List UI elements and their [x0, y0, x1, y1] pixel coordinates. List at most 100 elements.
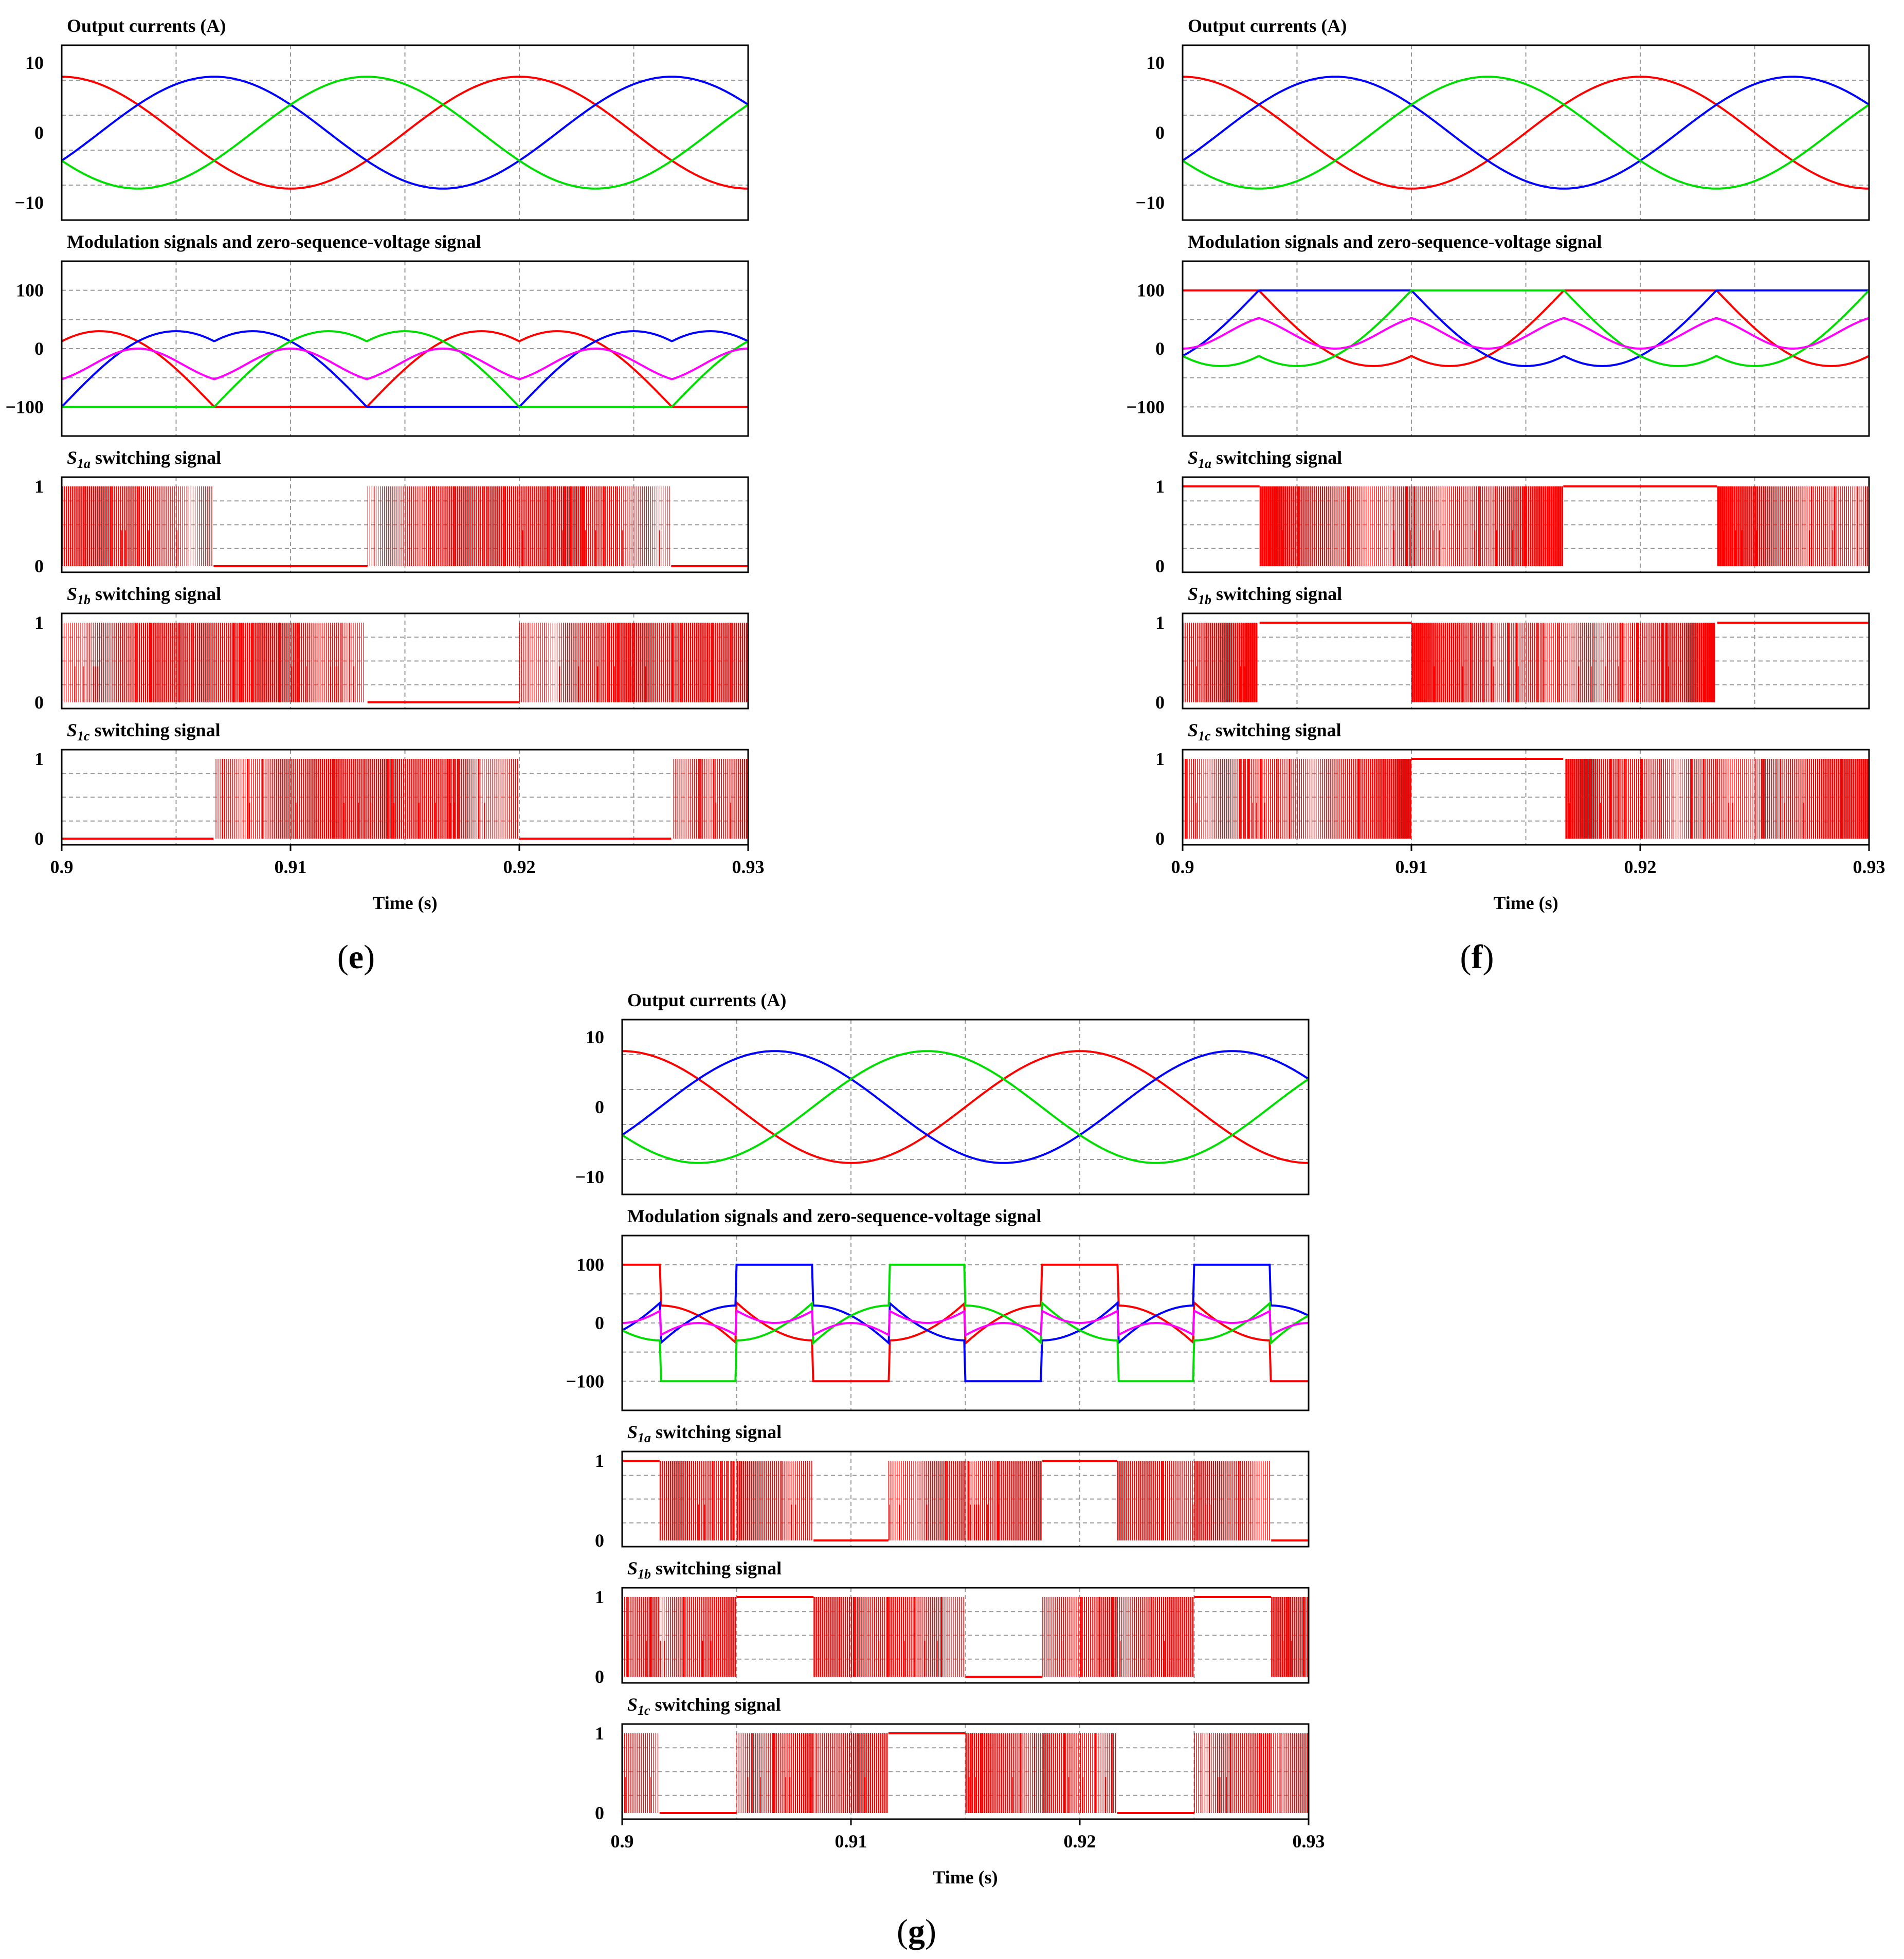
- phase-a-current-line: [1183, 76, 1869, 190]
- switching-pulse: [357, 759, 358, 839]
- switching-pulse: [442, 759, 444, 839]
- switching-pulse: [592, 486, 593, 566]
- switching-pulse: [718, 1597, 719, 1677]
- switching-pulse: [540, 623, 541, 702]
- switching-pulse: [274, 759, 275, 839]
- switching-pulse: [319, 759, 321, 839]
- switching-pulse: [1769, 759, 1770, 839]
- switching-pulse: [220, 623, 221, 702]
- switching-pulse: [1094, 1597, 1096, 1677]
- switching-pulse: [764, 1461, 765, 1540]
- switching-pulse: [726, 1461, 728, 1540]
- switching-pulse: [523, 486, 525, 566]
- x-tick-label: 0.91: [1395, 857, 1428, 877]
- switching-pulse: [1199, 759, 1200, 839]
- y-tick-label: 0: [595, 1313, 604, 1333]
- switching-pulse: [720, 1597, 721, 1677]
- switching-pulse: [1761, 759, 1763, 839]
- switching-pulse: [1607, 759, 1608, 839]
- switching-pulse: [1750, 486, 1752, 566]
- switching-pulse: [861, 1597, 863, 1677]
- switching-pulse: [1569, 759, 1572, 839]
- switching-pulse: [1476, 623, 1477, 702]
- switching-pulse: [299, 759, 300, 839]
- switching-pulse: [1492, 623, 1494, 702]
- switching-pulse: [1549, 486, 1551, 566]
- switching-pulse: [737, 759, 739, 839]
- switching-pulse: [1050, 1733, 1052, 1813]
- switching-pulse: [753, 1461, 755, 1540]
- switching-pulse: [928, 1461, 929, 1540]
- switching-pulse: [834, 1733, 836, 1813]
- switching-pulse: [1540, 623, 1542, 702]
- switching-pulse: [423, 759, 425, 839]
- switching-pulse: [1017, 1733, 1019, 1813]
- switching-pulse: [699, 1597, 701, 1677]
- switching-pulse: [1291, 486, 1293, 566]
- switching-pulse: [1686, 623, 1688, 702]
- switching-pulse: [500, 486, 502, 566]
- switching-pulse: [761, 1461, 763, 1540]
- switching-pulse: [480, 486, 481, 566]
- switching-pulse: [584, 623, 585, 702]
- switching-pulse: [243, 623, 244, 702]
- switching-pulse: [820, 1597, 821, 1677]
- switching-pulse: [1838, 759, 1840, 839]
- switching-pulse: [1792, 759, 1793, 839]
- switching-pulse: [472, 759, 473, 839]
- switching-pulse: [515, 486, 517, 566]
- switching-pulse: [211, 623, 213, 702]
- switching-pulse: [1003, 1733, 1004, 1813]
- switching-pulse: [515, 759, 516, 839]
- switching-pulse: [269, 623, 271, 702]
- switching-pulse: [1401, 759, 1403, 839]
- switching-pulse: [1126, 1597, 1127, 1677]
- switching-pulse: [1642, 623, 1643, 702]
- switching-pulse: [78, 486, 80, 566]
- switching-pulse: [1688, 759, 1689, 839]
- switching-pulse: [1359, 486, 1361, 566]
- switching-pulse: [1663, 759, 1664, 839]
- switching-pulse: [865, 1733, 867, 1813]
- switching-pulse: [315, 623, 317, 702]
- switching-pulse: [1436, 623, 1438, 702]
- switching-pulse: [1823, 759, 1825, 839]
- switching-pulse: [973, 1461, 975, 1540]
- switching-pulse: [1511, 486, 1513, 566]
- switching-pulse: [1798, 486, 1800, 566]
- switching-pulse: [565, 623, 566, 702]
- switching-pulse: [1563, 623, 1565, 702]
- switching-pulse: [207, 486, 208, 566]
- switching-pulse: [1860, 486, 1862, 566]
- switching-pulse: [1657, 759, 1658, 839]
- switching-pulse: [1625, 759, 1627, 839]
- switching-pulse: [476, 486, 477, 566]
- switching-pulse: [1036, 1733, 1037, 1813]
- switching-pulse: [228, 623, 230, 702]
- switching-pulse: [1864, 759, 1867, 839]
- switching-pulse: [1453, 623, 1455, 702]
- switching-pulse: [634, 1733, 636, 1813]
- switching-pulse: [403, 486, 404, 566]
- switching-pulse: [1463, 623, 1465, 702]
- switching-pulse: [623, 623, 625, 702]
- switching-pulse: [872, 1733, 874, 1813]
- switching-pulse: [1446, 623, 1448, 702]
- switching-pulse: [567, 623, 568, 702]
- switching-pulse: [711, 623, 713, 702]
- switching-pulse: [809, 1733, 811, 1813]
- switching-pulse: [168, 486, 169, 566]
- switching-pulse: [132, 486, 134, 566]
- switching-pulse: [288, 623, 290, 702]
- panel-title: Output currents (A): [67, 15, 226, 36]
- switching-pulse: [70, 486, 71, 566]
- switching-pulse: [1457, 623, 1459, 702]
- switching-pulse: [1756, 486, 1758, 566]
- switching-pulse: [1046, 1597, 1047, 1677]
- phase-a-current-line: [62, 76, 748, 190]
- switching-pulse: [528, 623, 529, 702]
- switching-pulse: [448, 759, 451, 839]
- switching-pulse: [68, 486, 69, 566]
- switching-pulse: [1817, 759, 1819, 839]
- switching-pulse: [1478, 486, 1480, 566]
